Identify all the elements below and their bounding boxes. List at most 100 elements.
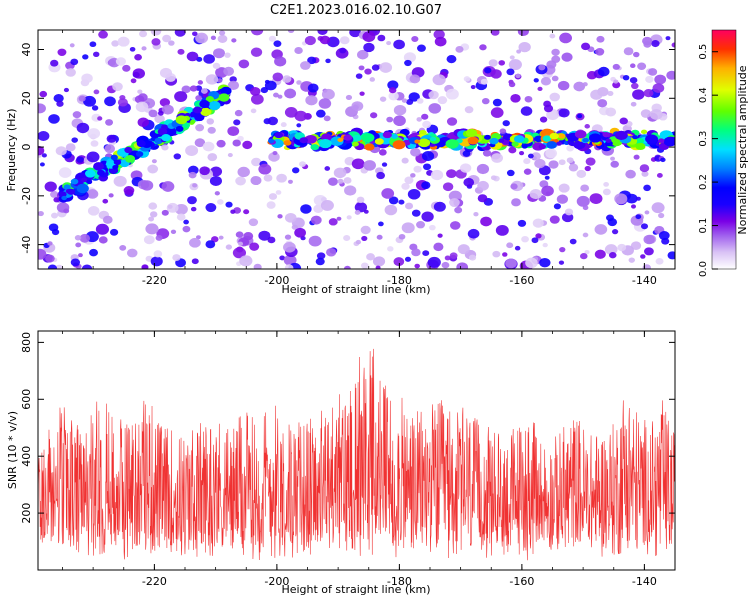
heatmap-cell bbox=[531, 152, 541, 161]
heatmap-cell bbox=[456, 262, 469, 269]
heatmap-cell bbox=[113, 175, 127, 187]
heatmap-cell bbox=[229, 76, 237, 83]
heatmap-cell bbox=[72, 111, 82, 119]
heatmap-cell bbox=[422, 250, 430, 257]
colorbar-gradient bbox=[711, 29, 737, 270]
heatmap-cell bbox=[181, 85, 191, 94]
heatmap-cell bbox=[189, 85, 198, 92]
heatmap-cell bbox=[161, 144, 169, 151]
heatmap-cell bbox=[642, 264, 651, 269]
heatmap-cell bbox=[539, 116, 548, 123]
heatmap-cell bbox=[442, 182, 454, 192]
heatmap-cell bbox=[378, 221, 384, 227]
heatmap-cell bbox=[200, 88, 208, 94]
heatmap-cell bbox=[404, 176, 414, 185]
heatmap-cell bbox=[227, 153, 233, 158]
heatmap-cell bbox=[196, 235, 201, 240]
heatmap-cell bbox=[207, 153, 218, 162]
heatmap-cell bbox=[86, 151, 100, 163]
heatmap-cell bbox=[117, 36, 130, 47]
heatmap-cell bbox=[310, 215, 322, 225]
heatmap-cell bbox=[343, 177, 352, 184]
heatmap-cell bbox=[363, 42, 375, 53]
heatmap-cell bbox=[525, 257, 538, 269]
heatmap-cell bbox=[307, 56, 317, 65]
heatmap-cell bbox=[532, 218, 544, 228]
snr-x-tick-label-2: -180 bbox=[387, 575, 412, 588]
heatmap-cell bbox=[617, 243, 627, 252]
heatmap-cell bbox=[523, 158, 531, 165]
heatmap-cell bbox=[166, 202, 179, 213]
heatmap-cell bbox=[381, 162, 388, 167]
heatmap-cell bbox=[190, 119, 196, 124]
snr-y-tick-label-1: 400 bbox=[20, 446, 33, 467]
heatmap-cell bbox=[506, 169, 515, 177]
colorbar-ticks: 0.0 0.1 0.2 0.3 0.4 0.5 bbox=[698, 44, 718, 277]
heatmap-cell bbox=[137, 89, 143, 94]
heatmap-cell bbox=[429, 224, 436, 231]
heatmap-cell bbox=[376, 171, 385, 180]
heatmap-cell bbox=[384, 204, 398, 216]
heatmap-cell bbox=[264, 79, 270, 84]
heatmap-cell bbox=[441, 261, 450, 269]
heatmap-cell bbox=[354, 210, 361, 215]
heatmap-cell bbox=[534, 135, 543, 143]
heatmap-cell bbox=[325, 58, 331, 64]
heatmap-cell bbox=[95, 223, 110, 235]
heatmap-cell bbox=[253, 263, 262, 269]
heatmap-cell bbox=[135, 101, 149, 113]
heatmap-cell bbox=[320, 199, 334, 211]
heatmap-cell bbox=[450, 221, 461, 230]
colorbar-tick-label-5: 0.5 bbox=[698, 44, 709, 60]
heatmap-cell bbox=[38, 131, 50, 141]
heatmap-cell bbox=[445, 88, 459, 100]
heatmap-cell bbox=[239, 255, 253, 267]
heatmap-cell bbox=[467, 136, 479, 145]
heatmap-cell bbox=[506, 242, 514, 249]
heatmap-cell bbox=[327, 177, 338, 186]
heatmap-cell bbox=[63, 208, 70, 214]
heatmap-cell bbox=[224, 52, 231, 58]
heatmap-cell bbox=[44, 181, 57, 192]
heatmap-cell bbox=[123, 186, 135, 195]
heatmap-cell bbox=[343, 134, 353, 141]
heatmap-cell bbox=[45, 254, 55, 263]
heatmap-cell bbox=[607, 90, 614, 96]
heatmap-cell bbox=[318, 138, 332, 149]
heatmap-cell bbox=[468, 254, 477, 261]
heatmap-cell bbox=[409, 74, 421, 84]
heatmap-cell bbox=[81, 73, 93, 84]
heatmap-cell bbox=[78, 253, 83, 258]
heatmap-cell bbox=[382, 131, 392, 139]
heatmap-cell bbox=[495, 224, 509, 236]
heatmap-cell bbox=[655, 257, 664, 265]
heatmap-cell bbox=[553, 203, 561, 210]
heatmap-cell bbox=[531, 237, 539, 244]
heatmap-cell bbox=[65, 143, 76, 152]
heatmap-cell bbox=[577, 113, 583, 119]
heatmap-cell bbox=[250, 93, 264, 105]
heatmap-cell bbox=[112, 82, 123, 92]
heatmap-cell bbox=[489, 137, 499, 145]
heatmap-cell bbox=[588, 133, 602, 143]
heatmap-cell bbox=[411, 36, 419, 43]
heatmap-cell bbox=[366, 253, 375, 261]
heatmap-cell bbox=[86, 179, 93, 185]
heatmap-cell bbox=[102, 198, 109, 204]
heatmap-cell bbox=[47, 264, 58, 269]
heatmap-cell bbox=[187, 196, 197, 205]
heatmap-cell bbox=[648, 68, 658, 76]
heatmap-cell bbox=[510, 183, 518, 190]
snr-y-label: SNR (10 * v/v) bbox=[6, 411, 19, 489]
heatmap-cell bbox=[401, 182, 410, 190]
heatmap-cell bbox=[352, 141, 359, 147]
heatmap-cell bbox=[454, 206, 463, 214]
heatmap-cell bbox=[87, 128, 101, 139]
heatmap-cell bbox=[401, 222, 415, 234]
heatmap-cell bbox=[183, 219, 189, 225]
heatmap-cell bbox=[186, 51, 199, 62]
snr-panel: -220 -200 -180 -160 -140 200 400 600 800 Height… bbox=[6, 330, 676, 596]
heatmap-cell bbox=[344, 265, 351, 269]
heatmap-cell bbox=[534, 158, 546, 169]
